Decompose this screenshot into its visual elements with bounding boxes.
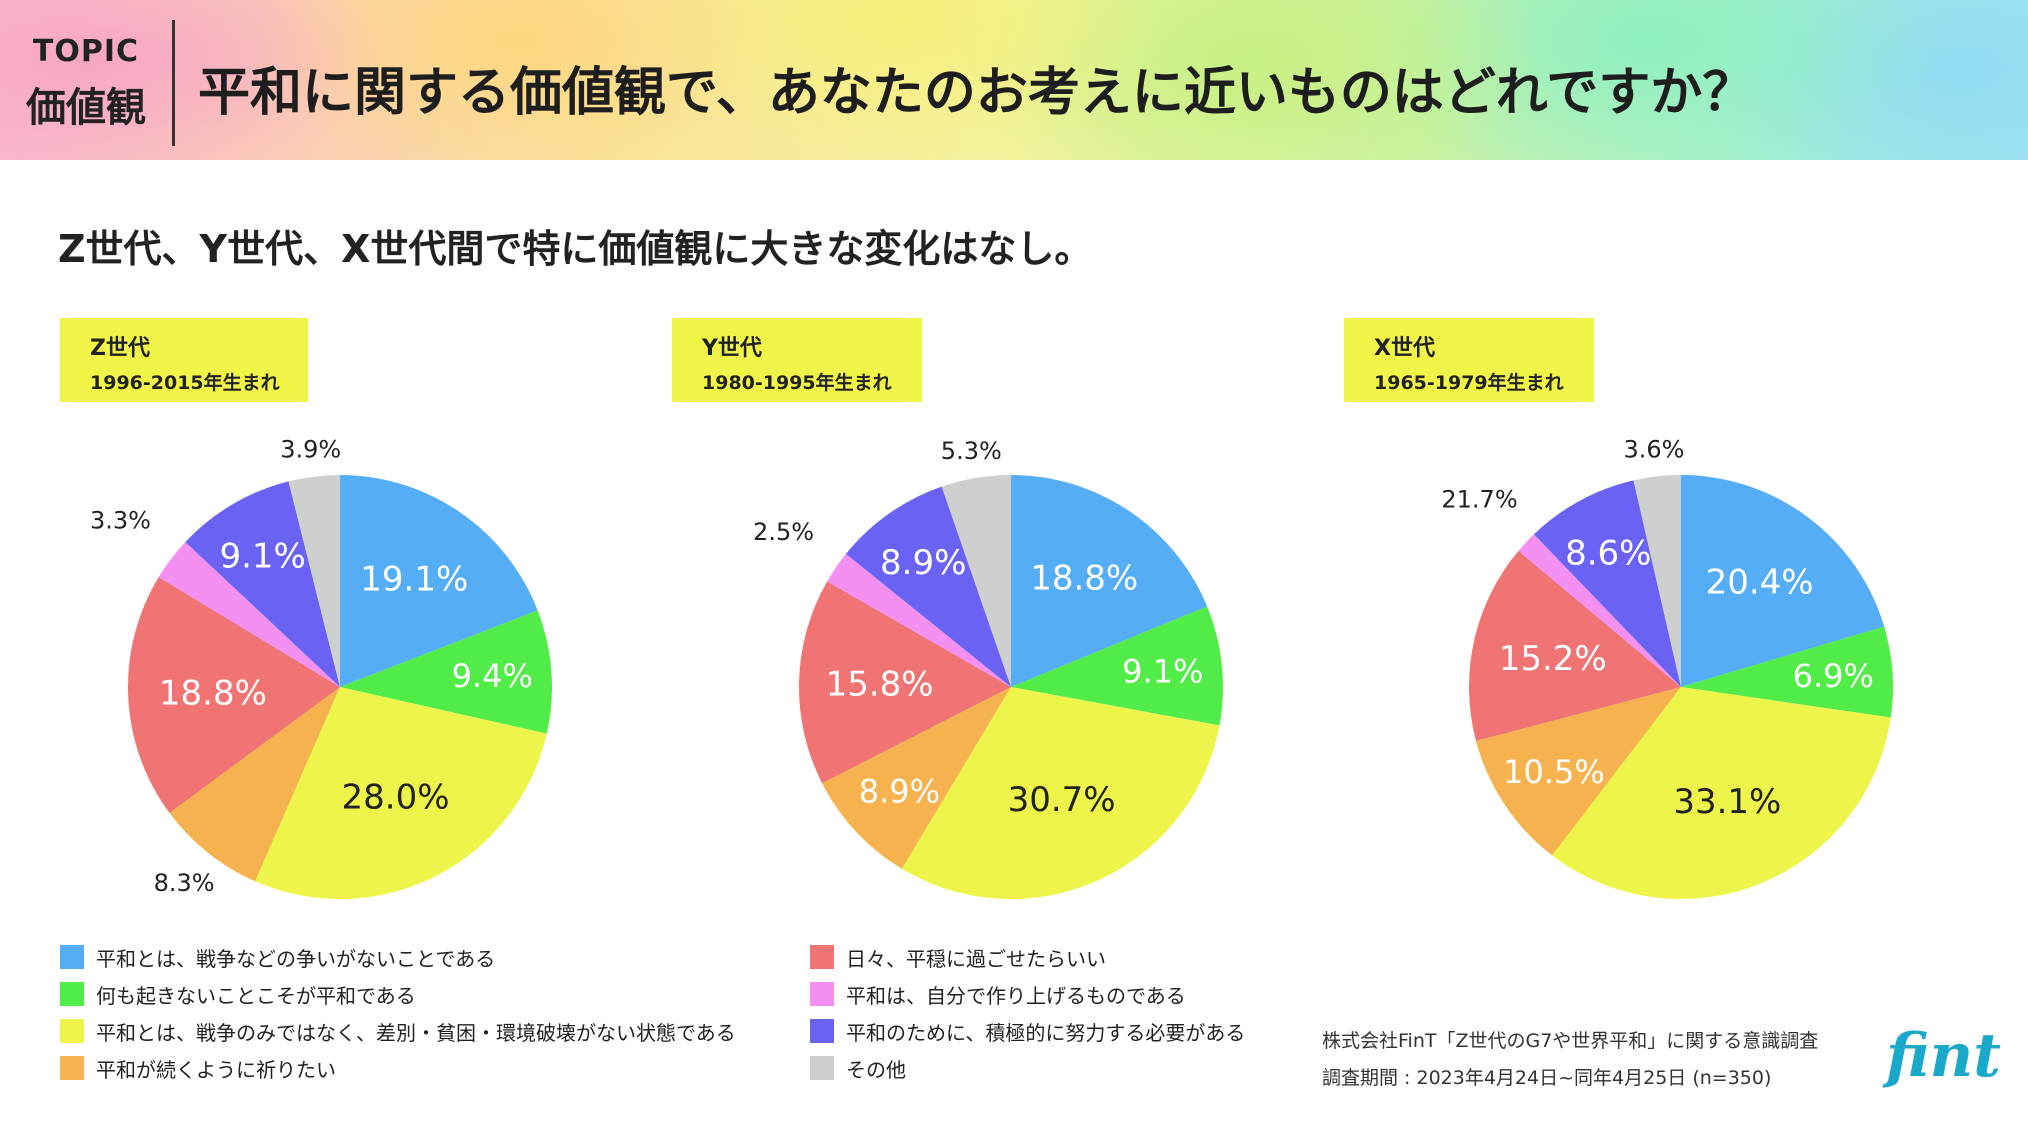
pie-slice <box>1011 475 1208 687</box>
legend-item: 平和とは、戦争などの争いがないことである <box>60 942 495 972</box>
legend-swatch <box>810 982 834 1006</box>
pie-slice <box>1475 687 1681 856</box>
data-label: 18.8% <box>159 674 267 714</box>
legend-label: 平和とは、戦争のみではなく、差別・貧困・環境破壊がない状態である <box>96 1020 736 1045</box>
legend-item: 平和のために、積極的に努力する必要がある <box>810 1016 1245 1046</box>
legend-label: 平和は、自分で作り上げるものである <box>846 983 1186 1008</box>
legend-label: 平和が続くように祈りたい <box>96 1057 336 1082</box>
data-label: 8.3% <box>154 869 215 897</box>
survey-period: 調査期間 : 2023年4月24日~同年4月25日 (n=350) <box>1322 1067 1772 1089</box>
pie-slice <box>845 486 1011 687</box>
pie-slice <box>1518 534 1681 687</box>
legend-item: 平和とは、戦争のみではなく、差別・貧困・環境破壊がない状態である <box>60 1016 736 1046</box>
generation-box-z: Z世代 1996-2015年生まれ <box>60 318 308 402</box>
source-note: 株式会社FinT「Z世代のG7や世界平和」に関する意識調査 調査期間 : 202… <box>1322 1026 1818 1100</box>
generation-name: Y世代 <box>702 336 762 361</box>
pie-slice <box>340 610 553 734</box>
legend-swatch <box>810 1056 834 1080</box>
legend-item: 日々、平穏に過ごせたらいい <box>810 942 1106 972</box>
legend-item: 平和は、自分で作り上げるものである <box>810 979 1186 1009</box>
legend-label: 日々、平穏に過ごせたらいい <box>846 946 1106 971</box>
data-label: 21.7% <box>1441 485 1517 513</box>
data-label: 3.3% <box>90 507 151 535</box>
data-label: 3.9% <box>280 436 341 464</box>
data-label: 9.1% <box>1122 652 1203 690</box>
generation-name: Z世代 <box>90 336 150 361</box>
data-label: 19.1% <box>360 559 468 599</box>
legend-swatch <box>60 1019 84 1043</box>
logo-text: fint <box>1882 1021 2001 1091</box>
legend-swatch <box>60 945 84 969</box>
pie-slice <box>827 553 1011 687</box>
page-title: 平和に関する価値観で、あなたのお考えに近いものはどれですか？ <box>198 63 1755 123</box>
data-label: 30.7% <box>1008 780 1116 820</box>
pie-slice <box>941 475 1011 687</box>
data-label: 15.2% <box>1499 639 1607 679</box>
pie-slice <box>185 481 340 687</box>
legend-label: 平和のために、積極的に努力する必要がある <box>846 1020 1246 1045</box>
data-label: 2.5% <box>753 518 814 546</box>
legend-item: 何も起きないことこそが平和である <box>60 979 416 1009</box>
generation-years: 1996-2015年生まれ <box>90 372 280 394</box>
pie-slice <box>822 687 1011 869</box>
data-label: 9.1% <box>219 536 305 576</box>
data-label: 15.8% <box>826 665 934 705</box>
data-label: 8.6% <box>1565 534 1651 574</box>
legend-item: 平和が続くように祈りたい <box>60 1053 336 1083</box>
pie-slice <box>169 687 340 882</box>
generation-years: 1965-1979年生まれ <box>1374 372 1564 394</box>
data-label: 3.6% <box>1623 435 1684 463</box>
data-label: 5.3% <box>941 437 1002 465</box>
legend-label: 何も起きないことこそが平和である <box>96 983 416 1008</box>
legend-swatch <box>60 982 84 1006</box>
pie-slice <box>255 687 547 899</box>
data-label: 28.0% <box>342 778 450 818</box>
header-banner: TOPIC 価値観 平和に関する価値観で、あなたのお考えに近いものはどれですか？ <box>0 0 2028 160</box>
legend-label: 平和とは、戦争などの争いがないことである <box>96 946 496 971</box>
data-label: 20.4% <box>1706 563 1814 603</box>
topic-label: TOPIC <box>32 34 140 69</box>
data-label: 18.8% <box>1030 559 1138 599</box>
pie-slice <box>128 576 340 814</box>
topic-block: TOPIC 価値観 <box>22 34 150 133</box>
pie-slice <box>901 687 1220 900</box>
pie-slice <box>1681 475 1885 687</box>
topic-value: 価値観 <box>26 85 146 131</box>
pie-slice <box>1681 626 1893 718</box>
pie-slice <box>288 475 340 687</box>
data-label: 9.4% <box>452 657 533 695</box>
source-text: 株式会社FinT「Z世代のG7や世界平和」に関する意識調査 <box>1322 1030 1819 1052</box>
legend-label: その他 <box>846 1057 906 1082</box>
generation-years: 1980-1995年生まれ <box>702 372 892 394</box>
pie-slice <box>1633 475 1681 687</box>
fint-logo: fint <box>1882 1021 2001 1091</box>
header-divider <box>172 20 175 146</box>
data-label: 8.9% <box>880 543 966 583</box>
legend-swatch <box>810 945 834 969</box>
pie-slice <box>799 581 1011 784</box>
pie-slice <box>158 542 340 687</box>
data-label: 8.9% <box>859 772 940 810</box>
legend-swatch <box>60 1056 84 1080</box>
pie-slice <box>1533 480 1681 687</box>
data-label: 33.1% <box>1673 782 1781 822</box>
chart-subtitle: Z世代、Y世代、X世代間で特に価値観に大きな変化はなし。 <box>58 227 1093 271</box>
pie-slice <box>1011 606 1223 726</box>
generation-box-x: X世代 1965-1979年生まれ <box>1344 318 1594 402</box>
generation-box-y: Y世代 1980-1995年生まれ <box>672 318 922 402</box>
generation-name: X世代 <box>1374 336 1435 361</box>
pie-slice <box>1469 550 1681 742</box>
pie-slice <box>340 475 538 687</box>
legend-swatch <box>810 1019 834 1043</box>
data-label: 10.5% <box>1503 753 1605 791</box>
legend-item: その他 <box>810 1053 906 1083</box>
pie-slice <box>1552 687 1891 899</box>
data-label: 6.9% <box>1793 657 1874 695</box>
